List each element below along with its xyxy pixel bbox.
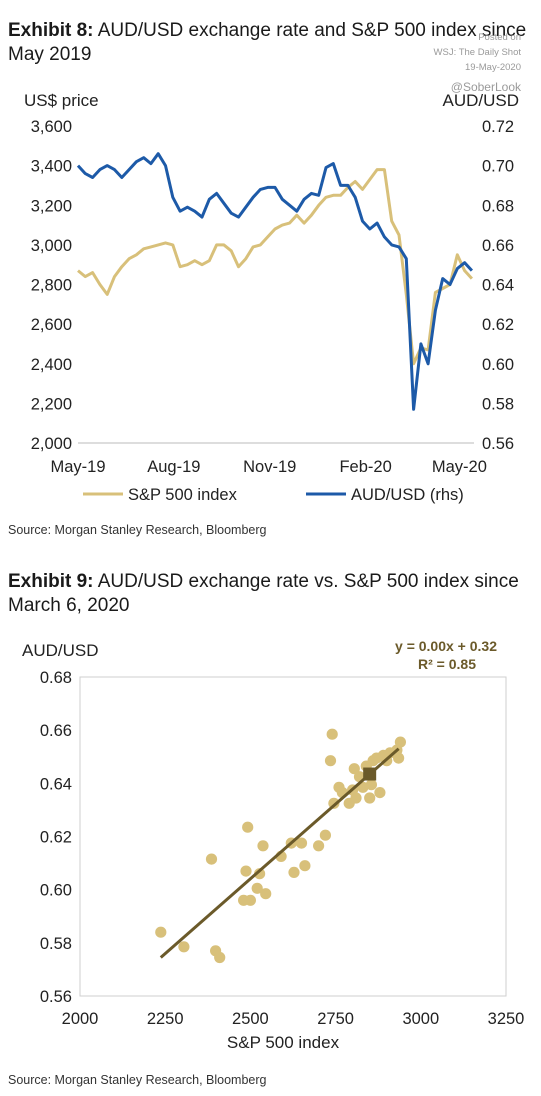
exhibit9-scatter-chart: 0.68 0.66 0.64 0.62 0.60 0.58 0.56 2000 2250 2500…: [22, 638, 524, 1052]
chart1-y2-axis-title: AUD/USD: [442, 91, 519, 110]
chart1-y2-tick-label: 0.68: [482, 197, 514, 215]
chart1-y-tick-label: 3,600: [31, 118, 72, 136]
chart2-axes: [79, 676, 507, 997]
watermark-handle: @SoberLook: [450, 80, 521, 94]
chart1-y-tick-label: 2,400: [31, 356, 72, 374]
scatter-point: [242, 821, 254, 833]
scatter-point: [257, 840, 269, 852]
trend-equation: y = 0.00x + 0.32: [395, 638, 497, 654]
scatter-point: [240, 865, 252, 877]
chart1-y2-tick-label: 0.70: [482, 158, 514, 176]
chart1-y2-tick-label: 0.60: [482, 356, 514, 374]
chart2-y-tick-label: 0.56: [40, 988, 72, 1006]
legend-spx-label: S&P 500 index: [128, 486, 238, 504]
exhibit9-source: Source: Morgan Stanley Research, Bloombe…: [8, 1073, 267, 1087]
chart2-y-tick-label: 0.58: [40, 935, 72, 953]
chart1-y-tick-label: 2,000: [31, 435, 72, 453]
scatter-point: [374, 787, 386, 799]
chart1-x-tick-label: May-20: [432, 458, 487, 476]
chart2-y-axis-title: AUD/USD: [22, 641, 99, 660]
scatter-point: [244, 894, 256, 906]
trend-line: [159, 747, 400, 959]
scatter-point: [178, 941, 190, 953]
chart2-x-tick-label: 3250: [488, 1010, 525, 1028]
exhibit9-label: Exhibit 9:: [8, 571, 94, 592]
chart1-y2-tick-label: 0.66: [482, 237, 514, 255]
scatter-point: [364, 792, 376, 804]
scatter-point: [350, 792, 362, 804]
exhibit9-title: Exhibit 9: AUD/USD exchange rate vs. S&P…: [8, 570, 538, 618]
chart1-y2-tick-label: 0.72: [482, 118, 514, 136]
chart2-y-tick-label: 0.62: [40, 829, 72, 847]
chart1-y-tick-label: 2,200: [31, 395, 72, 413]
scatter-point: [393, 752, 405, 764]
chart1-y2-tick-label: 0.58: [482, 395, 514, 413]
chart1-x-tick-label: May-19: [50, 458, 105, 476]
scatter-point: [313, 840, 325, 852]
chart1-y2-tick-label: 0.64: [482, 277, 514, 295]
series-spx-line: [77, 168, 474, 366]
exhibit9-title-text: AUD/USD exchange rate vs. S&P 500 index …: [8, 571, 519, 616]
scatter-point: [288, 866, 300, 878]
chart2-x-tick-label: 2500: [232, 1010, 269, 1028]
chart1-lines: [76, 152, 474, 411]
scatter-point: [348, 763, 360, 775]
chart2-labels: 0.68 0.66 0.64 0.62 0.60 0.58 0.56 2000 2250 2500…: [22, 638, 524, 1052]
chart1-y-tick-label: 2,800: [31, 277, 72, 295]
exhibit8-label: Exhibit 8:: [8, 20, 94, 41]
chart2-x-axis-title: S&P 500 index: [227, 1033, 340, 1052]
chart1-legend: S&P 500 index AUD/USD (rhs): [83, 486, 464, 504]
chart1-y-tick-label: 2,600: [31, 316, 72, 334]
chart2-y-tick-label: 0.68: [40, 669, 72, 687]
watermark: Posted on WSJ: The Daily Shot 19-May-202…: [434, 30, 521, 75]
scatter-point: [205, 853, 218, 865]
scatter-point: [326, 728, 338, 740]
scatter-point: [155, 926, 167, 938]
series-aud-line: [76, 152, 474, 411]
chart1-y2-tick-label: 0.56: [482, 435, 514, 453]
chart2-y-tick-label: 0.60: [40, 882, 72, 900]
chart1-y-tick-label: 3,400: [31, 158, 72, 176]
chart1-x-tick-label: Aug-19: [147, 458, 200, 476]
chart2-x-tick-label: 2250: [147, 1010, 184, 1028]
scatter-point: [295, 837, 308, 849]
chart2-plot-frame: [79, 676, 507, 997]
scatter-point: [324, 755, 337, 767]
chart1-labels: 3,600 3,400 3,200 3,000 2,800 2,600 2,400 2,200…: [24, 91, 519, 476]
highlight-point: [363, 767, 377, 781]
chart1-y-tick-label: 3,000: [31, 237, 72, 255]
trend-r-squared: R² = 0.85: [418, 656, 476, 672]
chart2-x-tick-label: 2750: [317, 1010, 354, 1028]
exhibit8-title: Exhibit 8: AUD/USD exchange rate and S&P…: [8, 19, 538, 67]
chart2-points: [155, 728, 406, 964]
scatter-point: [319, 829, 331, 841]
chart1-x-tick-label: Feb-20: [339, 458, 391, 476]
exhibit8-line-chart: 3,600 3,400 3,200 3,000 2,800 2,600 2,400 2,200…: [24, 91, 519, 504]
chart1-y-axis-title: US$ price: [24, 91, 99, 110]
scatter-point: [251, 882, 263, 894]
scatter-point: [214, 951, 226, 964]
chart1-x-tick-label: Nov-19: [243, 458, 296, 476]
watermark-line1: Posted on: [478, 32, 521, 43]
scatter-point: [365, 779, 377, 791]
watermark-line3: 19-May-2020: [465, 62, 521, 73]
chart1-y-tick-label: 3,200: [31, 197, 72, 215]
legend-aud-label: AUD/USD (rhs): [351, 486, 464, 504]
scatter-point: [394, 736, 406, 748]
scatter-point: [299, 860, 311, 872]
chart2-x-tick-label: 3000: [402, 1010, 439, 1028]
chart2-y-tick-label: 0.66: [40, 722, 72, 740]
exhibit8-title-text: AUD/USD exchange rate and S&P 500 index …: [8, 20, 527, 65]
scatter-point: [260, 888, 272, 900]
exhibit8-source: Source: Morgan Stanley Research, Bloombe…: [8, 523, 267, 537]
watermark-line2: WSJ: The Daily Shot: [433, 47, 521, 58]
chart2-y-tick-label: 0.64: [40, 775, 72, 793]
scatter-point: [254, 868, 266, 880]
chart1-y2-tick-label: 0.62: [482, 316, 514, 334]
chart2-x-tick-label: 2000: [62, 1010, 99, 1028]
